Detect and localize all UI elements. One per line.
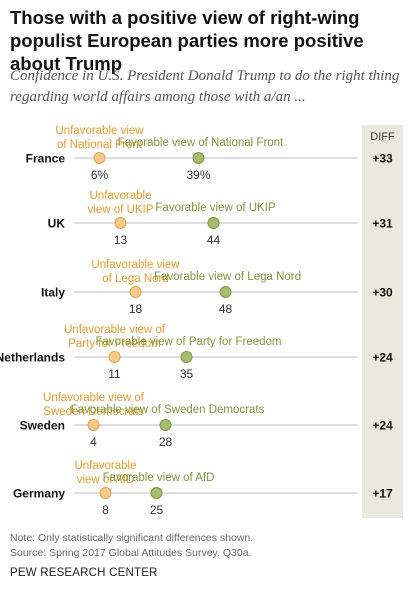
unfavorable-series-label-germany: Unfavorable xyxy=(74,460,136,472)
favorable-series-label-france: Favorable view of National Front xyxy=(118,137,284,149)
diff-value-netherlands: +24 xyxy=(372,351,393,365)
favorable-dot-sweden xyxy=(159,419,172,431)
unfavorable-dot-uk xyxy=(114,217,127,229)
unfavorable-value-label-france: 6% xyxy=(91,168,109,182)
diff-header: DIFF xyxy=(370,131,395,143)
unfavorable-series-label-uk: Unfavorable xyxy=(89,190,151,202)
country-label-germany: Germany xyxy=(13,487,65,501)
country-label-france: France xyxy=(26,152,66,166)
unfavorable-series-label-italy: of Lega Nord xyxy=(102,273,169,285)
favorable-series-label-sweden: Favorable view of Sweden Democrats xyxy=(71,404,265,416)
country-label-sweden: Sweden xyxy=(20,419,65,433)
unfavorable-value-label-germany: 8 xyxy=(102,503,109,517)
favorable-series-label-italy: Favorable view of Lega Nord xyxy=(154,271,301,283)
unfavorable-series-label-sweden: Sweden Democrats xyxy=(43,406,144,418)
favorable-value-label-germany: 25 xyxy=(150,503,164,517)
unfavorable-value-label-netherlands: 11 xyxy=(108,367,121,381)
unfavorable-value-label-uk: 13 xyxy=(114,233,128,247)
country-label-uk: UK xyxy=(48,217,66,231)
unfavorable-value-label-sweden: 4 xyxy=(90,435,97,449)
country-label-netherlands: Netherlands xyxy=(0,351,65,365)
favorable-series-label-uk: Favorable view of UKIP xyxy=(155,202,275,214)
diff-value-uk: +31 xyxy=(372,217,393,231)
favorable-value-label-uk: 44 xyxy=(207,233,221,247)
footnote: Note: Only statistically significant dif… xyxy=(10,532,254,544)
diff-value-france: +33 xyxy=(372,152,393,166)
unfavorable-dot-netherlands xyxy=(108,351,121,363)
diff-value-italy: +30 xyxy=(372,286,393,300)
favorable-value-label-sweden: 28 xyxy=(159,435,173,449)
unfavorable-dot-italy xyxy=(129,286,142,298)
unfavorable-series-label-netherlands: Party for Freedom xyxy=(68,338,161,350)
favorable-dot-france xyxy=(192,152,205,164)
unfavorable-series-label-france: Unfavorable view xyxy=(55,125,144,137)
diff-value-sweden: +24 xyxy=(372,419,393,433)
unfavorable-dot-france xyxy=(93,152,106,164)
unfavorable-series-label-italy: Unfavorable view xyxy=(91,259,180,271)
chart-subtitle: Confidence in U.S. President Donald Trum… xyxy=(10,68,400,105)
favorable-dot-uk xyxy=(207,217,220,229)
unfavorable-series-label-netherlands: Unfavorable view of xyxy=(64,324,166,336)
unfavorable-dot-sweden xyxy=(87,419,100,431)
diff-value-germany: +17 xyxy=(372,487,393,501)
unfavorable-series-label-germany: view of AfD xyxy=(77,474,135,486)
unfavorable-dot-germany xyxy=(99,487,112,499)
favorable-dot-netherlands xyxy=(180,351,193,363)
source-note: Source: Spring 2017 Global Attitudes Sur… xyxy=(10,547,252,559)
favorable-dot-italy xyxy=(219,286,232,298)
diff-column-band xyxy=(362,125,403,518)
favorable-value-label-netherlands: 35 xyxy=(180,367,194,381)
favorable-series-label-germany: Favorable view of AfD xyxy=(103,472,215,484)
favorable-value-label-france: 39% xyxy=(186,168,210,182)
unfavorable-value-label-italy: 18 xyxy=(129,302,143,316)
favorable-value-label-italy: 48 xyxy=(219,302,233,316)
favorable-series-label-netherlands: Favorable view of Party for Freedom xyxy=(96,336,282,348)
country-label-italy: Italy xyxy=(41,286,65,300)
unfavorable-series-label-sweden: Unfavorable view of xyxy=(43,392,145,404)
unfavorable-series-label-uk: view of UKIP xyxy=(88,204,154,216)
favorable-dot-germany xyxy=(150,487,163,499)
unfavorable-series-label-france: of National Front xyxy=(57,139,143,151)
chart-title: Those with a positive view of right-wing… xyxy=(10,7,364,74)
organization-credit: PEW RESEARCH CENTER xyxy=(10,567,158,579)
